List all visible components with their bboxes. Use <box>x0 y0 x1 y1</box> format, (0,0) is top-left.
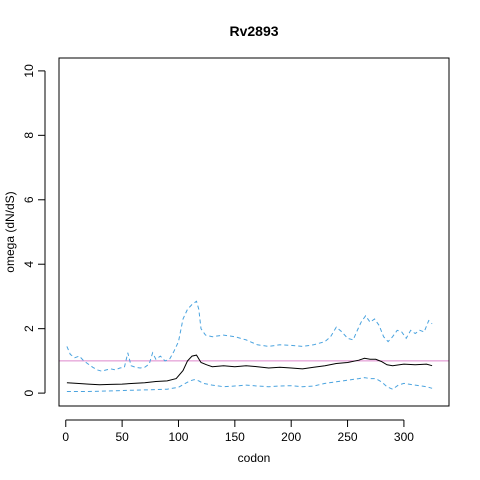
x-tick-label: 0 <box>62 430 69 444</box>
plot-area <box>59 300 449 392</box>
y-axis-label: omega (dN/dS) <box>3 191 17 272</box>
x-tick-label: 100 <box>168 430 188 444</box>
x-tick-label: 150 <box>225 430 245 444</box>
y-tick-label: 6 <box>22 196 36 203</box>
y-tick-label: 0 <box>22 389 36 396</box>
x-tick-label: 300 <box>394 430 414 444</box>
x-tick-label: 200 <box>281 430 301 444</box>
x-tick-label: 250 <box>338 430 358 444</box>
y-tick-label: 10 <box>22 64 36 78</box>
axes: 0 50 100 150 200 250 300 0 2 4 6 8 10 <box>22 64 414 444</box>
series-line-lower <box>66 377 433 392</box>
x-tick-label: 50 <box>115 430 129 444</box>
plot-frame <box>58 57 450 407</box>
series-line-upper <box>66 300 433 372</box>
series-line-estimate <box>66 354 433 386</box>
y-tick-label: 8 <box>22 132 36 139</box>
y-tick-label: 4 <box>22 261 36 268</box>
x-axis-label: codon <box>238 451 271 465</box>
y-tick-label: 2 <box>22 325 36 332</box>
chart-title: Rv2893 <box>229 23 278 39</box>
